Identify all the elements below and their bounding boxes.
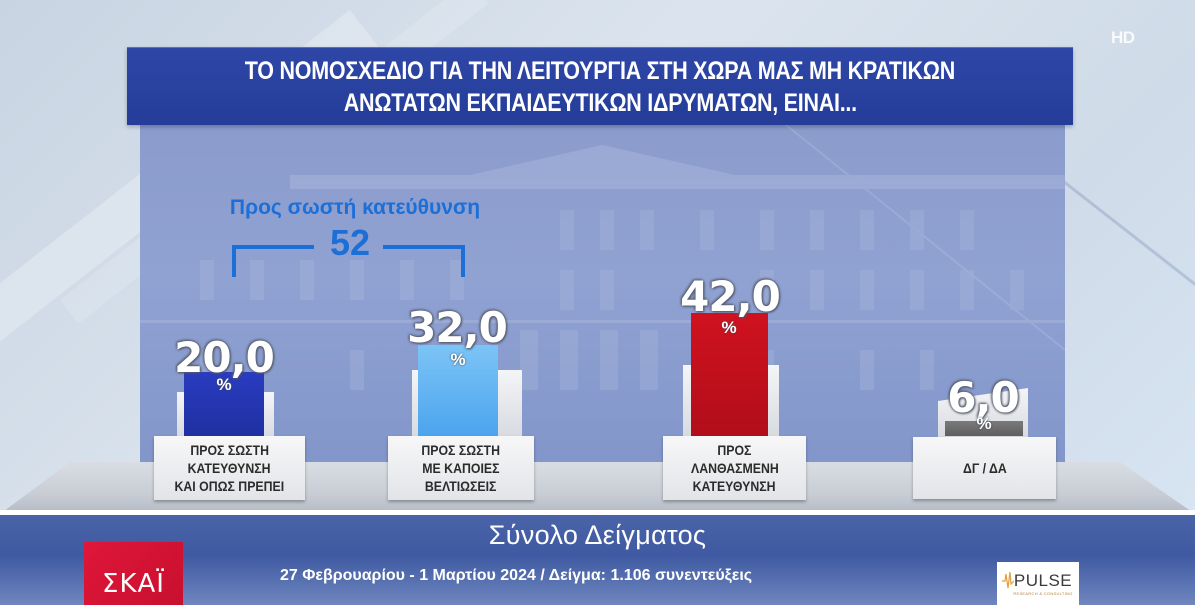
footer-title: Σύνολο Δείγματος	[488, 520, 707, 550]
footer-bar	[0, 515, 1195, 605]
bar-label-line: ΠΡΟΣ	[717, 442, 752, 458]
bar-value: 20,0	[174, 333, 275, 382]
footer-subtitle: 27 Φεβρουαρίου - 1 Μαρτίου 2024 / Δείγμα…	[280, 567, 753, 584]
bar-label-box: ΠΡΟΣ ΣΩΣΤΗ ΚΑΤΕΥΘΥΝΣΗ ΚΑΙ ΟΠΩΣ ΠΡΕΠΕΙ	[154, 436, 305, 500]
skai-logo-text: ΣΚΑΪ	[102, 569, 165, 599]
bar-label-line: ΚΑΤΕΥΘΥΝΣΗ	[693, 478, 776, 494]
skai-channel-logo: ΣΚΑΪ	[84, 542, 183, 605]
chart-title-line-1: ΤΟ ΝΟΜΟΣΧΕΔΙΟ ΓΙΑ ΤΗΝ ΛΕΙΤΟΥΡΓΙΑ ΣΤΗ ΧΩΡ…	[244, 56, 956, 85]
bar-correct-as-should	[184, 372, 264, 440]
bar-label-box: ΔΓ / ΔΑ	[913, 437, 1056, 499]
hd-watermark: HD	[1111, 28, 1135, 47]
bar-label-line: ΚΑΙ ΟΠΩΣ ΠΡΕΠΕΙ	[174, 478, 285, 494]
pulse-logo-subtext: RESEARCH & CONSULTING	[1013, 591, 1073, 596]
bar-label-line: ΠΡΟΣ ΣΩΣΤΗ	[421, 442, 501, 458]
bar-label-line: ΜΕ ΚΑΠΟΙΕΣ	[422, 460, 500, 476]
bar-label-box: ΠΡΟΣ ΣΩΣΤΗ ΜΕ ΚΑΠΟΙΕΣ ΒΕΛΤΙΩΣΕΙΣ	[388, 436, 534, 500]
bar-label-line: ΚΑΤΕΥΘΥΝΣΗ	[188, 460, 271, 476]
bar-label-box: ΠΡΟΣ ΛΑΝΘΑΣΜΕΝΗ ΚΑΤΕΥΘΥΝΣΗ	[663, 436, 806, 500]
grouping-label: Προς σωστή κατεύθυνση	[229, 196, 481, 219]
bar-percent-sign: %	[450, 350, 466, 369]
bar-percent-sign: %	[216, 375, 232, 394]
bar-dont-know	[945, 421, 1023, 436]
bar-percent-sign: %	[721, 318, 737, 337]
chart-title-box: ΤΟ ΝΟΜΟΣΧΕΔΙΟ ΓΙΑ ΤΗΝ ΛΕΙΤΟΥΡΓΙΑ ΣΤΗ ΧΩΡ…	[127, 47, 1073, 125]
pulse-wave-icon	[1002, 571, 1014, 589]
bar-wrong-direction	[691, 313, 768, 440]
bar-value: 32,0	[407, 303, 508, 352]
bar-correct-with-improvements	[418, 345, 498, 440]
bar-percent-sign: %	[976, 414, 992, 433]
bar-label-line: ΛΑΝΘΑΣΜΕΝΗ	[690, 460, 779, 476]
pulse-logo-text: PULSE	[1013, 571, 1073, 590]
pulse-pollster-logo: PULSE RESEARCH & CONSULTING	[997, 562, 1079, 605]
grouping-value: 52	[329, 222, 371, 263]
bar-label-line: ΒΕΛΤΙΩΣΕΙΣ	[425, 478, 497, 494]
chart-title-line-2: ΑΝΩΤΑΤΩΝ ΕΚΠΑΙΔΕΥΤΙΚΩΝ ΙΔΡΥΜΑΤΩΝ, ΕΙΝΑΙ.…	[343, 88, 857, 117]
bar-value: 6,0	[947, 373, 1019, 422]
bar-value: 42,0	[680, 272, 781, 321]
grouping-bracket	[232, 245, 465, 277]
bar-label-line: ΔΓ / ΔΑ	[962, 460, 1007, 476]
bar-label-line: ΠΡΟΣ ΣΩΣΤΗ	[190, 442, 269, 458]
floor-edge	[0, 510, 1195, 515]
